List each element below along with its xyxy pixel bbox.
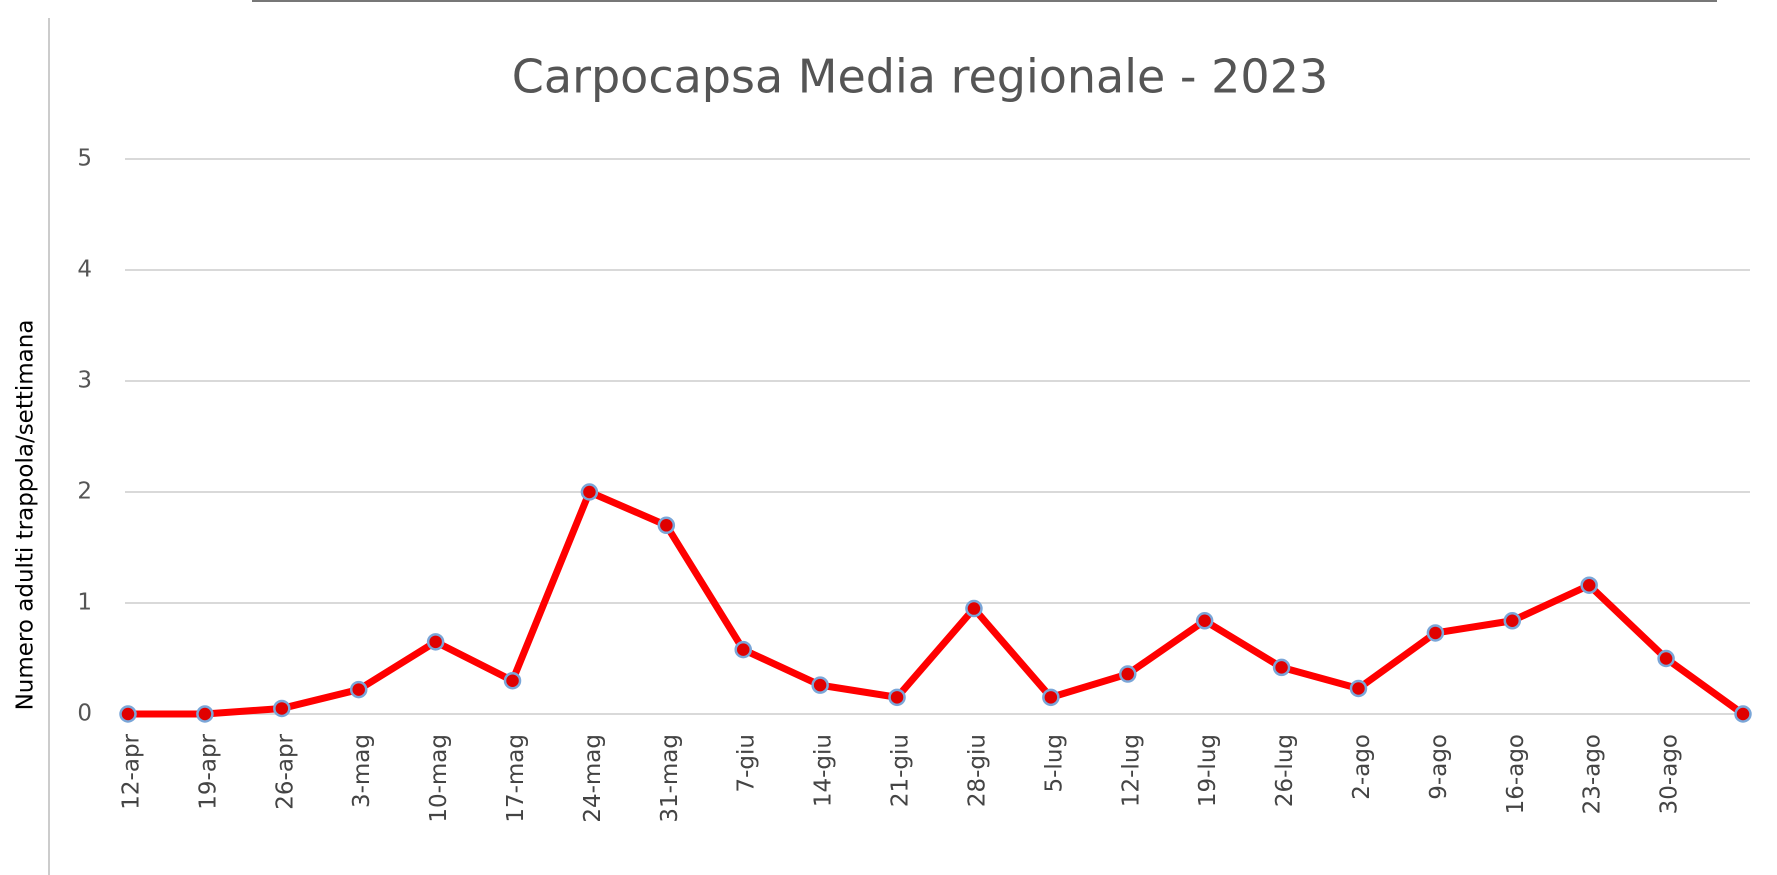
y-tick-label: 2 bbox=[77, 479, 92, 505]
x-tick-label: 10-mag bbox=[426, 734, 452, 823]
x-tick-label: 5-lug bbox=[1041, 734, 1067, 793]
x-tick-label: 2-ago bbox=[1349, 734, 1375, 800]
point bbox=[1580, 576, 1598, 594]
point bbox=[1349, 679, 1368, 698]
x-tick-label: 19-lug bbox=[1195, 734, 1221, 807]
x-tick-label: 21-giu bbox=[888, 734, 914, 807]
point bbox=[734, 640, 752, 659]
x-tick-label: 3-mag bbox=[349, 734, 375, 808]
point bbox=[503, 671, 522, 690]
x-tick-label: 19-apr bbox=[195, 733, 221, 809]
x-tick-label: 24-mag bbox=[580, 734, 606, 823]
point bbox=[273, 699, 291, 718]
point bbox=[119, 705, 137, 723]
point bbox=[965, 599, 983, 618]
point bbox=[1503, 612, 1522, 630]
point bbox=[657, 516, 676, 535]
point bbox=[1042, 688, 1060, 707]
point bbox=[196, 705, 214, 723]
point bbox=[1195, 612, 1214, 630]
x-tick-label: 26-apr bbox=[272, 733, 298, 809]
x-tick-label: 12-lug bbox=[1118, 734, 1144, 807]
point bbox=[1272, 658, 1291, 677]
x-tick-label: 23-ago bbox=[1580, 734, 1606, 814]
line-series bbox=[128, 488, 1746, 718]
point bbox=[1426, 624, 1445, 642]
chart-title: Carpocapsa Media regionale - 2023 bbox=[512, 50, 1328, 104]
point bbox=[1734, 705, 1752, 723]
x-tick-label: 17-mag bbox=[503, 734, 529, 823]
x-tick-label: 28-giu bbox=[964, 734, 990, 807]
y-tick-label: 1 bbox=[77, 590, 92, 616]
point bbox=[1657, 649, 1675, 668]
y-tick-label: 0 bbox=[77, 701, 92, 727]
x-tick-label: 7-giu bbox=[734, 734, 760, 793]
point bbox=[888, 688, 906, 707]
point bbox=[1119, 665, 1137, 683]
x-tick-label: 14-giu bbox=[811, 734, 837, 807]
y-tick-label: 5 bbox=[77, 146, 92, 172]
x-tick-label: 31-mag bbox=[657, 734, 683, 823]
point bbox=[349, 680, 368, 699]
point bbox=[426, 633, 445, 651]
x-tick-label: 26-lug bbox=[1272, 734, 1298, 807]
point bbox=[811, 676, 829, 694]
x-tick-label: 9-ago bbox=[1426, 734, 1452, 800]
y-axis-label: Numero adulti trappola/settimana bbox=[13, 320, 39, 711]
x-tick-label: 12-apr bbox=[119, 733, 145, 809]
y-tick-label: 4 bbox=[77, 257, 92, 283]
point bbox=[580, 483, 599, 501]
x-tick-label: 16-ago bbox=[1503, 734, 1529, 814]
x-tick-label: 30-ago bbox=[1657, 734, 1683, 814]
y-tick-label: 3 bbox=[77, 368, 92, 394]
